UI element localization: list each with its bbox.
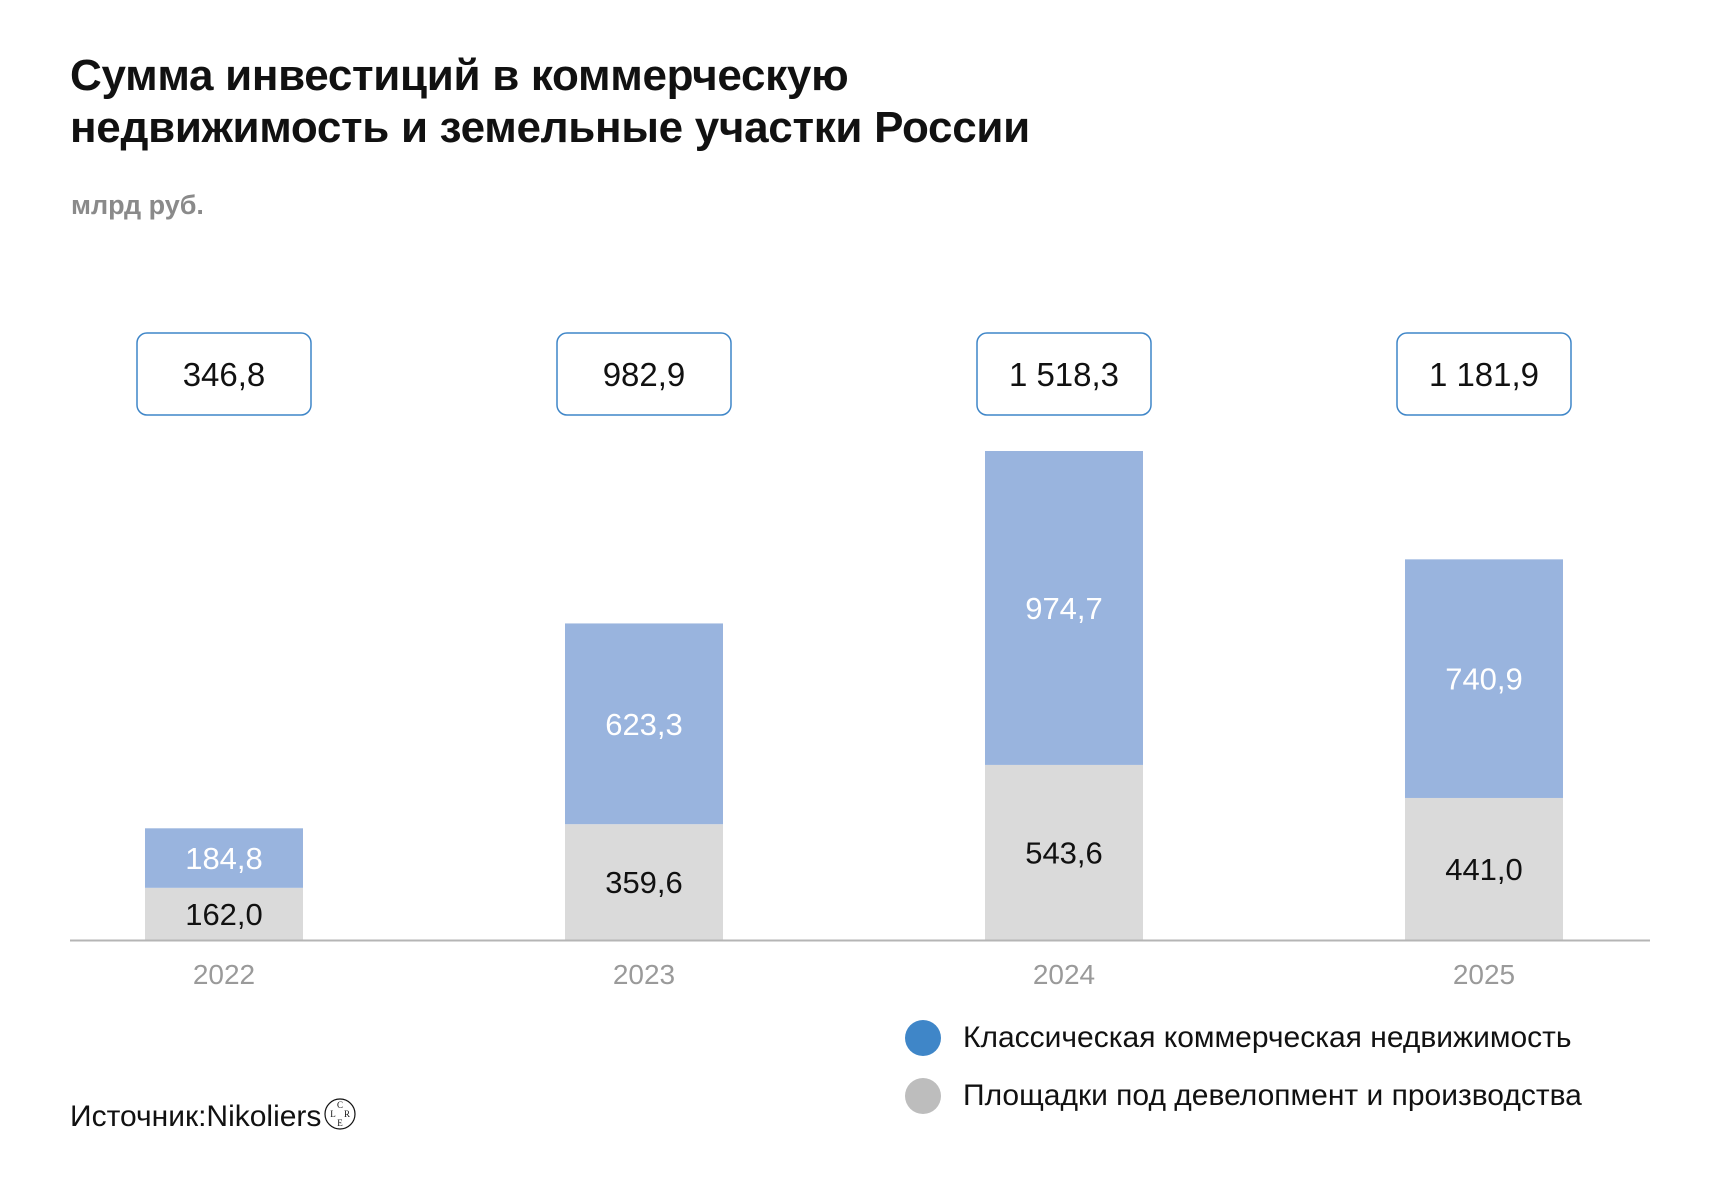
total-box-2025	[1396, 332, 1572, 416]
total-box-2024	[976, 332, 1152, 416]
bar-segment-2023-series-0	[565, 824, 723, 940]
chart-title-line-2: недвижимость и земельные участки России	[70, 103, 1030, 152]
logo-letter-e: E	[338, 1118, 344, 1128]
x-tick-label-2023: 2023	[613, 959, 675, 990]
chart-title: Сумма инвестиций в коммерческую недвижим…	[70, 50, 1370, 154]
bar-value-label-2024-series-0: 543,6	[1025, 835, 1103, 870]
x-tick-label-2022: 2022	[193, 959, 255, 990]
x-tick-label-2025: 2025	[1453, 959, 1515, 990]
bar-segment-2024-series-0	[985, 764, 1143, 940]
bar-value-label-2022-series-0: 162,0	[185, 897, 263, 932]
bar-segment-2023-series-1	[565, 623, 723, 825]
chart-title-line-1: Сумма инвестиций в коммерческую	[70, 51, 849, 100]
total-label-2025: 1 181,9	[1429, 356, 1539, 393]
source-brand: Nikoliers	[206, 1100, 322, 1133]
bar-value-label-2024-series-1: 974,7	[1025, 591, 1103, 626]
legend-item-commercial: Классическая коммерческая недвижимость	[905, 1020, 1582, 1056]
bar-segment-2025-series-0	[1405, 797, 1563, 940]
chart-units: млрд руб.	[71, 190, 204, 220]
bar-value-label-2025-series-1: 740,9	[1445, 662, 1523, 697]
x-tick-label-2024: 2024	[1033, 959, 1095, 990]
bar-segment-2025-series-1	[1405, 559, 1563, 798]
total-box-2023	[556, 332, 732, 416]
logo-letter-c: C	[337, 1100, 343, 1110]
total-label-2024: 1 518,3	[1009, 356, 1119, 393]
total-box-2022	[136, 332, 312, 416]
bar-segment-2022-series-0	[145, 887, 303, 940]
source-note: Источник: Nikoliers C L R E	[70, 1098, 357, 1134]
total-label-2023: 982,9	[603, 356, 686, 393]
chart-legend: Классическая коммерческая недвижимость П…	[905, 1020, 1582, 1136]
bar-segment-2022-series-1	[145, 828, 303, 888]
total-label-2022: 346,8	[183, 356, 266, 393]
logo-letter-l: L	[331, 1109, 337, 1119]
bar-value-label-2025-series-0: 441,0	[1445, 852, 1523, 887]
brand-logo-icon: C L R E	[324, 1098, 357, 1130]
bar-segment-2024-series-1	[985, 451, 1143, 765]
logo-letter-r: R	[344, 1109, 350, 1119]
legend-label-development: Площадки под девелопмент и производства	[963, 1079, 1582, 1112]
legend-swatch-development	[905, 1078, 941, 1114]
bar-value-label-2023-series-0: 359,6	[605, 865, 683, 900]
legend-label-commercial: Классическая коммерческая недвижимость	[963, 1021, 1572, 1054]
bar-value-label-2022-series-1: 184,8	[185, 841, 263, 876]
source-prefix: Источник:	[70, 1100, 207, 1133]
legend-item-development: Площадки под девелопмент и производства	[905, 1078, 1582, 1114]
bar-value-label-2023-series-1: 623,3	[605, 707, 683, 742]
legend-swatch-commercial	[905, 1020, 941, 1056]
